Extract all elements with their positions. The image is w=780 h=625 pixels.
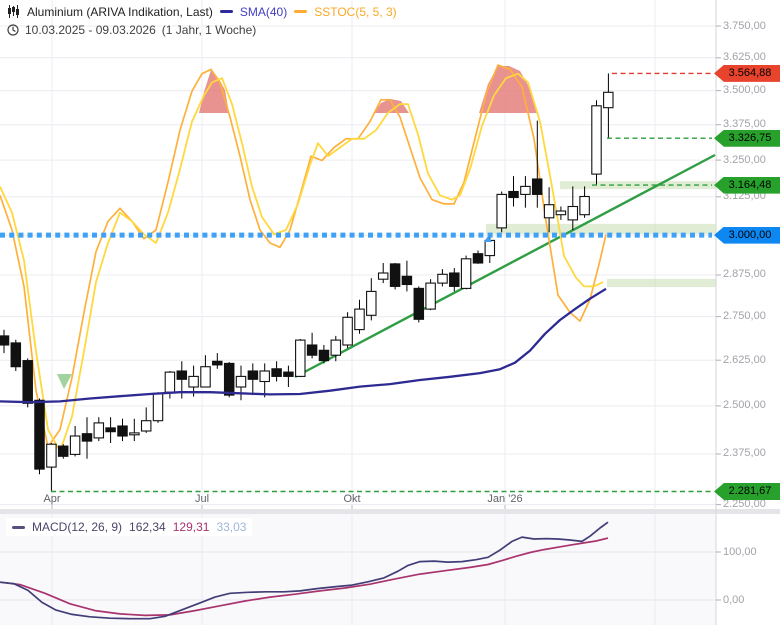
candle-up <box>567 205 579 221</box>
candle-up <box>140 420 152 432</box>
candle-down <box>22 360 33 404</box>
candle-up <box>93 422 105 439</box>
candle-down <box>318 349 330 362</box>
trendline <box>294 153 716 379</box>
candle-down <box>271 368 282 377</box>
candle-down <box>34 399 45 470</box>
sstoc-k-line <box>0 72 604 453</box>
candle-down <box>283 371 294 377</box>
candle-down <box>401 275 413 286</box>
candle-down <box>176 370 188 380</box>
sma40-line <box>0 287 607 404</box>
candle-down <box>389 263 401 287</box>
candle-up <box>496 193 507 229</box>
candle-up <box>591 105 602 175</box>
candle-up <box>295 339 306 377</box>
overbought-area <box>374 99 409 113</box>
candle-up <box>579 195 590 216</box>
candle-up <box>188 375 199 388</box>
candle-up <box>520 185 531 195</box>
candle-up <box>603 91 614 109</box>
candle-up <box>129 432 140 436</box>
candle-down <box>105 427 116 433</box>
candle-up <box>484 239 496 257</box>
macd-line <box>0 521 609 620</box>
candle-down <box>0 335 10 346</box>
candle-up <box>354 308 365 331</box>
candle-up <box>152 392 164 422</box>
candle-up <box>555 210 567 216</box>
candle-up <box>425 282 436 310</box>
candle-down <box>472 253 484 264</box>
sstoc-d-line <box>0 64 607 448</box>
candle-up <box>259 370 270 383</box>
support-zone <box>486 223 716 235</box>
macd-signal-line <box>0 537 609 617</box>
macd-panel-background <box>0 514 716 625</box>
candle-up <box>330 339 342 356</box>
candle-up <box>460 258 472 289</box>
overbought-area <box>199 70 229 113</box>
candle-down <box>81 433 93 442</box>
candle-down <box>531 178 543 195</box>
candle-up <box>235 375 247 388</box>
panel-divider <box>0 509 780 514</box>
candle-up <box>366 290 377 316</box>
candle-up <box>377 272 389 280</box>
candle-down <box>247 370 259 380</box>
support-zone <box>607 278 716 288</box>
candle-up <box>69 435 81 455</box>
candle-up <box>46 443 57 468</box>
candle-down <box>449 272 460 287</box>
candle-down <box>10 342 22 368</box>
candle-up <box>543 204 555 219</box>
candle-down <box>212 360 223 366</box>
candle-down <box>117 425 128 437</box>
oversold-area <box>57 374 72 389</box>
candle-up <box>200 366 211 388</box>
candle-down <box>508 190 519 199</box>
candle-down <box>57 445 69 457</box>
candle-down <box>413 287 425 320</box>
candle-up <box>164 371 176 393</box>
candle-down <box>306 344 318 356</box>
candle-up <box>342 316 353 346</box>
candle-down <box>223 362 235 396</box>
candle-up <box>437 273 448 284</box>
blue-marker <box>484 236 492 242</box>
